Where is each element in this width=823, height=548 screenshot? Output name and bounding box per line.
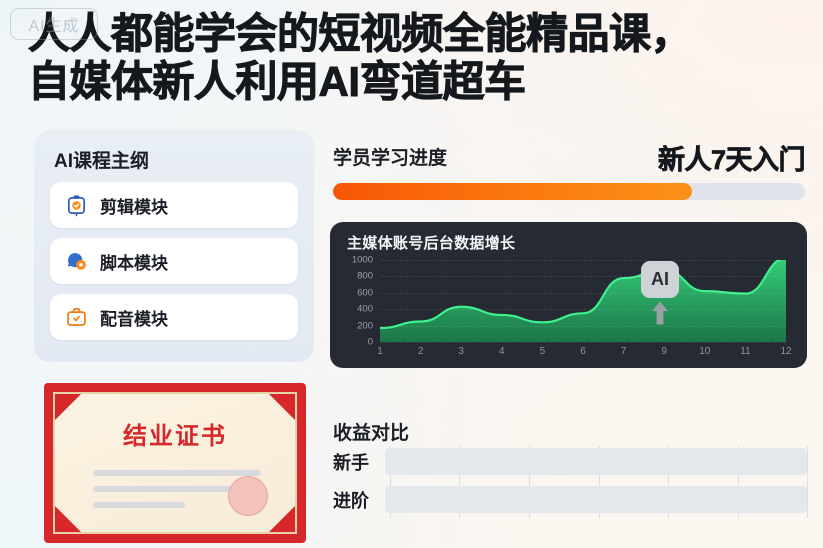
compare-gridline (390, 446, 391, 518)
compare-gridline (528, 446, 530, 518)
chart-y-tick: 800 (357, 270, 373, 282)
briefcase-check-icon (65, 306, 88, 329)
module-item-editing[interactable]: 剪辑模块 (50, 182, 298, 228)
corner-ornament-top-right-icon (269, 394, 295, 420)
chart-gridline (380, 276, 786, 278)
chart-gridline (380, 309, 786, 311)
arrow-up-icon (650, 300, 670, 326)
ai-badge-label: AI (651, 269, 669, 289)
chart-x-tick: 2 (417, 346, 424, 357)
chat-bubble-gear-icon (65, 250, 88, 273)
headline-line-1: 人人都能学会的短视频全能精品课， (28, 10, 693, 58)
chart-gridline (380, 342, 786, 343)
compare-bar-track (385, 448, 807, 475)
chart-gridline (380, 325, 786, 327)
corner-ornament-bottom-right-icon (269, 506, 295, 532)
module-label: 剪辑模块 (100, 197, 168, 217)
certificate-title: 结业证书 (123, 423, 227, 450)
certificate-placeholder-line (93, 502, 185, 508)
compare-row-label: 新手 (333, 452, 369, 473)
compare-gridline (459, 446, 461, 518)
compare-gridline (807, 446, 808, 518)
corner-ornament-top-left-icon (55, 394, 81, 420)
page-title: 人人都能学会的短视频全能精品课， 自媒体新人利用AI弯道超车 (28, 10, 693, 106)
compare-gridline (598, 446, 600, 518)
growth-chart-card: 主媒体账号后台数据增长 0 200 400 600 800 1000 1 2 3 4 5 6 7 9 10 1… (330, 222, 807, 368)
ai-annotation-badge: AI (641, 261, 679, 298)
chart-x-tick: 1 (377, 346, 383, 357)
progress-label: 学员学习进度 (333, 148, 448, 169)
certificate-placeholder-line (93, 470, 261, 476)
compare-row-beginner: 新手 (333, 448, 807, 475)
chart-x-tick: 9 (661, 346, 667, 357)
headline-line-2: 自媒体新人利用AI弯道超车 (28, 58, 527, 106)
module-label: 配音模块 (100, 309, 168, 329)
clipboard-check-icon (65, 194, 88, 217)
chart-gridline (380, 292, 786, 294)
chart-y-tick: 400 (357, 303, 373, 315)
chart-x-tick: 6 (580, 346, 586, 357)
chart-y-tick: 200 (357, 320, 373, 332)
compare-row-advanced: 进阶 (333, 486, 807, 513)
compare-gridline (667, 446, 669, 518)
chart-y-tick: 0 (367, 336, 373, 348)
outline-title: AI课程主纲 (54, 151, 150, 172)
compare-row-label: 进阶 (333, 490, 369, 511)
progress-bar-fill (333, 183, 692, 200)
chart-x-tick: 11 (740, 346, 751, 357)
seal-stamp-icon (228, 476, 268, 516)
chart-x-tick: 3 (458, 346, 464, 357)
compare-bar-track (385, 486, 807, 513)
highlight-badge: 新人7天入门 (657, 145, 806, 176)
chart-x-tick: 4 (499, 346, 505, 357)
area-chart-svg (378, 257, 788, 342)
chart-y-tick: 1000 (351, 254, 373, 266)
area-chart-plot: 0 200 400 600 800 1000 1 2 3 4 5 6 7 9 10 11 12 (352, 255, 792, 358)
compare-chart: 新手 进阶 (333, 446, 808, 518)
chart-y-tick: 600 (357, 287, 373, 299)
course-outline-card: AI课程主纲 剪辑模块 (34, 130, 314, 362)
module-label: 脚本模块 (100, 253, 168, 273)
module-list: 剪辑模块 脚本模块 (50, 182, 298, 350)
module-item-script[interactable]: 脚本模块 (50, 238, 298, 284)
compare-gridline (737, 446, 739, 518)
corner-ornament-bottom-left-icon (55, 506, 81, 532)
chart-x-tick: 5 (539, 346, 546, 357)
chart-x-tick: 7 (620, 346, 627, 357)
certificate-card: 结业证书 (44, 383, 306, 543)
compare-title: 收益对比 (333, 423, 410, 444)
certificate-placeholder-line (93, 486, 261, 492)
chart-x-tick: 10 (699, 346, 711, 357)
module-item-voiceover[interactable]: 配音模块 (50, 294, 298, 340)
compare-gridlines (390, 446, 808, 518)
chart-x-tick: 12 (780, 346, 792, 357)
certificate-inner: 结业证书 (53, 392, 297, 534)
chart-title: 主媒体账号后台数据增长 (347, 235, 516, 252)
progress-bar-track (333, 183, 805, 200)
chart-gridline (380, 260, 786, 261)
